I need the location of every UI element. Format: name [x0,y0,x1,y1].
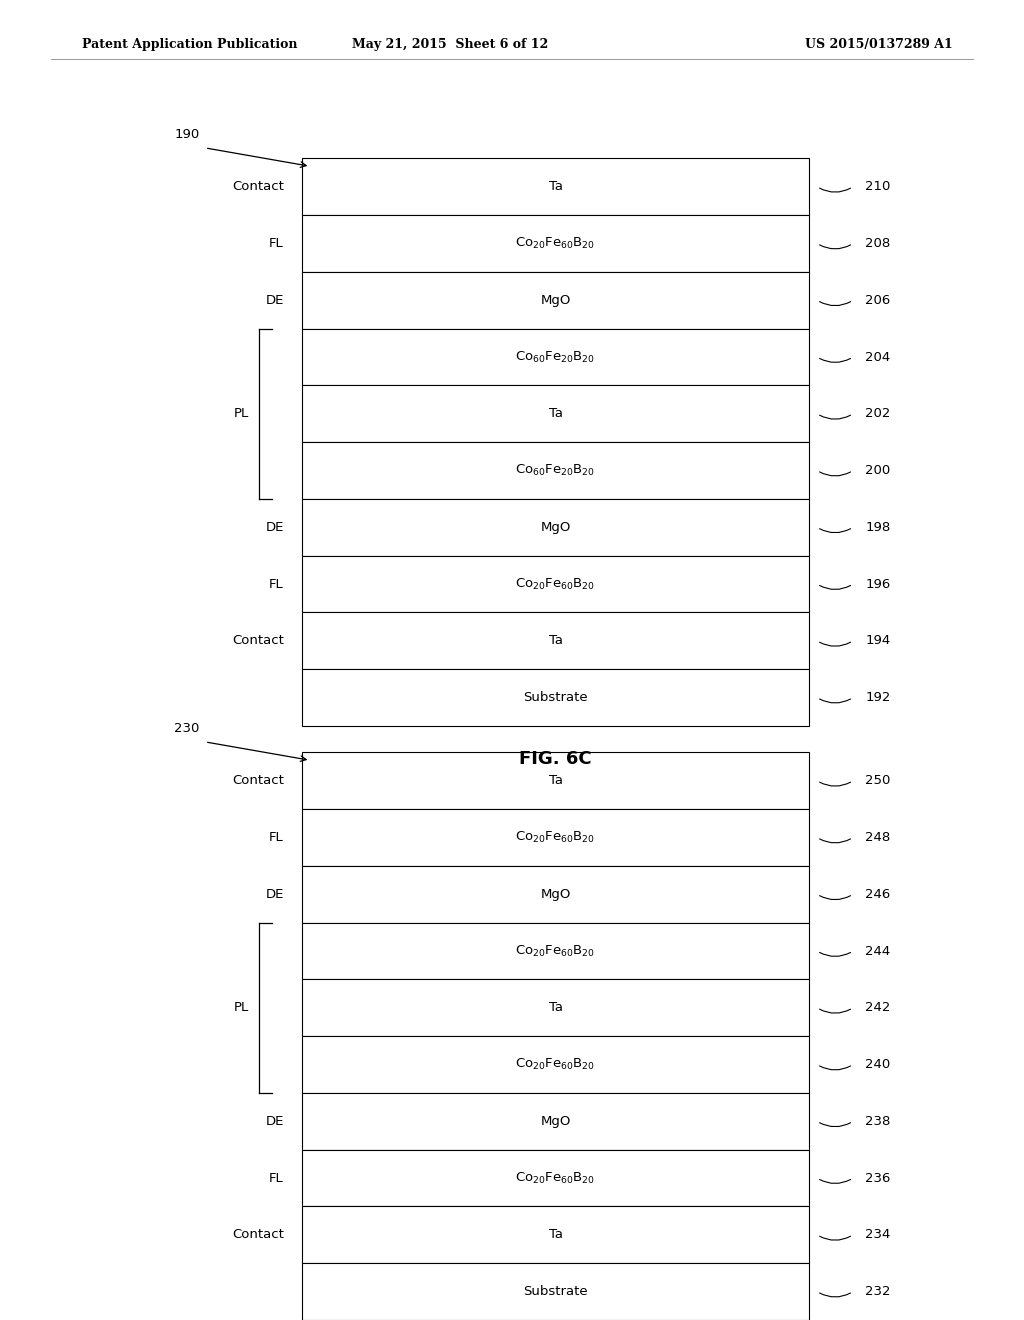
Bar [302,866,809,923]
Bar [302,556,809,612]
Bar [302,1093,809,1150]
Text: Co$_{20}$Fe$_{60}$B$_{20}$: Co$_{20}$Fe$_{60}$B$_{20}$ [515,1057,596,1072]
Text: MgO: MgO [541,888,570,900]
Bar [302,385,809,442]
Text: Co$_{60}$Fe$_{20}$B$_{20}$: Co$_{60}$Fe$_{20}$B$_{20}$ [515,350,596,364]
Text: 230: 230 [174,722,200,735]
Text: 246: 246 [865,888,891,900]
Bar [302,612,809,669]
Bar [302,1206,809,1263]
Text: MgO: MgO [541,294,570,306]
Text: Co$_{20}$Fe$_{60}$B$_{20}$: Co$_{20}$Fe$_{60}$B$_{20}$ [515,577,596,591]
Text: 238: 238 [865,1115,891,1127]
Text: Ta: Ta [549,775,562,787]
Text: MgO: MgO [541,1115,570,1127]
Text: 198: 198 [865,521,891,533]
Text: DE: DE [265,521,284,533]
Text: Co$_{60}$Fe$_{20}$B$_{20}$: Co$_{60}$Fe$_{20}$B$_{20}$ [515,463,596,478]
Text: 242: 242 [865,1002,891,1014]
Text: 248: 248 [865,832,891,843]
Text: Patent Application Publication: Patent Application Publication [82,38,297,51]
Text: Co$_{20}$Fe$_{60}$B$_{20}$: Co$_{20}$Fe$_{60}$B$_{20}$ [515,830,596,845]
Text: 200: 200 [865,465,891,477]
Text: 232: 232 [865,1286,891,1298]
Text: Contact: Contact [231,1229,284,1241]
Bar [302,1263,809,1320]
Text: FL: FL [269,578,284,590]
Text: Ta: Ta [549,1229,562,1241]
Bar [302,979,809,1036]
Bar [302,1036,809,1093]
Text: Ta: Ta [549,635,562,647]
Bar [302,669,809,726]
Text: MgO: MgO [541,521,570,533]
Text: Ta: Ta [549,181,562,193]
Bar [302,272,809,329]
Text: Contact: Contact [231,181,284,193]
Text: Co$_{20}$Fe$_{60}$B$_{20}$: Co$_{20}$Fe$_{60}$B$_{20}$ [515,944,596,958]
Text: 244: 244 [865,945,891,957]
Bar [302,329,809,385]
Bar [302,442,809,499]
Bar [302,809,809,866]
Text: 234: 234 [865,1229,891,1241]
Text: FL: FL [269,238,284,249]
Text: 202: 202 [865,408,891,420]
Text: FIG. 6C: FIG. 6C [519,750,592,768]
Bar [302,215,809,272]
Text: Co$_{20}$Fe$_{60}$B$_{20}$: Co$_{20}$Fe$_{60}$B$_{20}$ [515,1171,596,1185]
Bar [302,1150,809,1206]
Bar [302,499,809,556]
Bar [302,923,809,979]
Text: Contact: Contact [231,775,284,787]
Text: 250: 250 [865,775,891,787]
Text: 192: 192 [865,692,891,704]
Text: Co$_{20}$Fe$_{60}$B$_{20}$: Co$_{20}$Fe$_{60}$B$_{20}$ [515,236,596,251]
Text: US 2015/0137289 A1: US 2015/0137289 A1 [805,38,952,51]
Text: Ta: Ta [549,1002,562,1014]
Text: 236: 236 [865,1172,891,1184]
Text: Contact: Contact [231,635,284,647]
Text: May 21, 2015  Sheet 6 of 12: May 21, 2015 Sheet 6 of 12 [352,38,549,51]
Text: 204: 204 [865,351,891,363]
Text: PL: PL [233,1002,249,1014]
Bar [302,752,809,809]
Text: DE: DE [265,888,284,900]
Text: 240: 240 [865,1059,891,1071]
Bar [302,158,809,215]
Text: DE: DE [265,294,284,306]
Text: Ta: Ta [549,408,562,420]
Text: Substrate: Substrate [523,1286,588,1298]
Text: FL: FL [269,832,284,843]
Text: 208: 208 [865,238,891,249]
Text: 206: 206 [865,294,891,306]
Text: DE: DE [265,1115,284,1127]
Text: 196: 196 [865,578,891,590]
Text: 194: 194 [865,635,891,647]
Text: 190: 190 [174,128,200,141]
Text: FL: FL [269,1172,284,1184]
Text: 210: 210 [865,181,891,193]
Text: Substrate: Substrate [523,692,588,704]
Text: PL: PL [233,408,249,420]
